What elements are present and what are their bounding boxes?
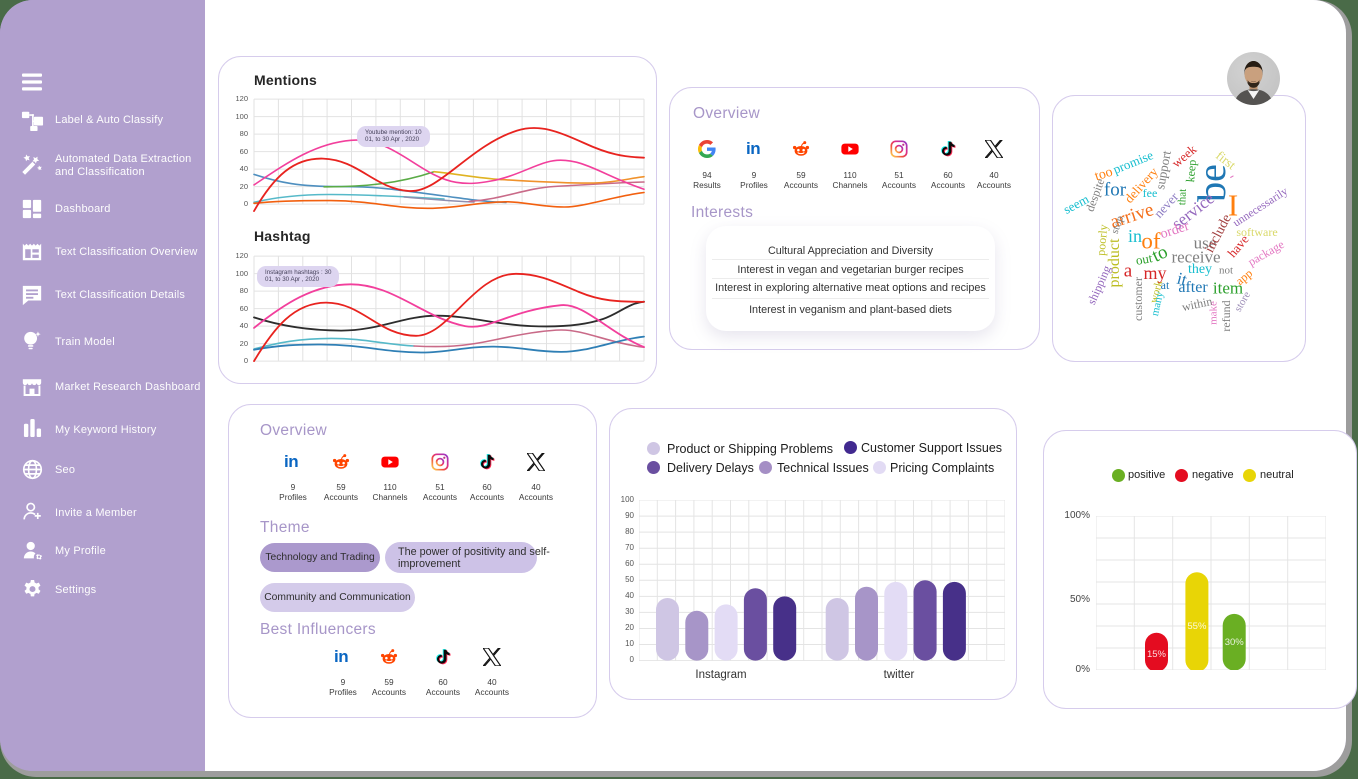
- svg-text:15%: 15%: [1147, 649, 1167, 660]
- svg-text:55%: 55%: [1187, 621, 1207, 632]
- svg-text:30%: 30%: [1225, 637, 1245, 648]
